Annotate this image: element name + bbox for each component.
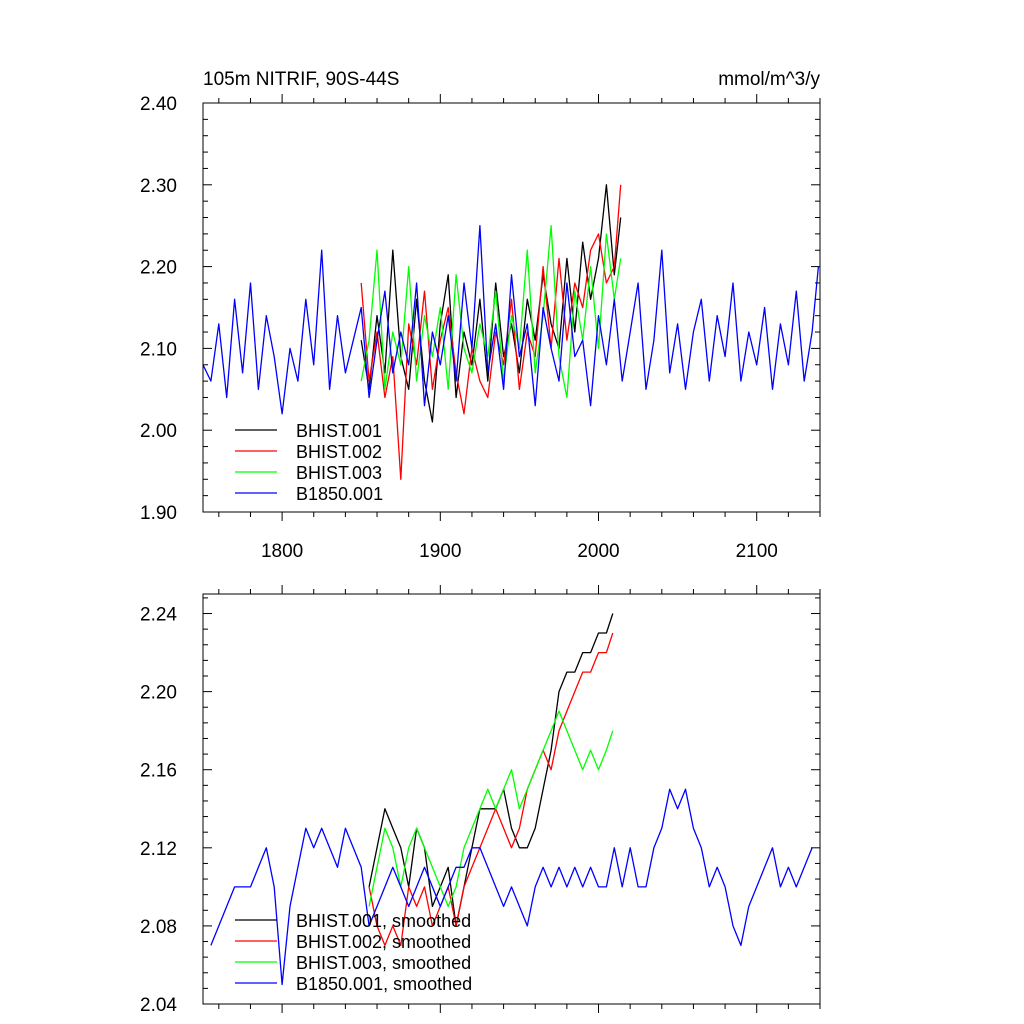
series-line-1 xyxy=(368,632,614,947)
y-tick-label: 2.20 xyxy=(140,258,177,279)
x-tick-label: 2000 xyxy=(577,541,619,562)
series-line-2 xyxy=(368,710,614,908)
legend-label: B1850.001 xyxy=(296,484,383,504)
plot-frame xyxy=(202,593,821,1005)
y-tick-label: 2.10 xyxy=(140,339,177,360)
y-tick-label: 2.16 xyxy=(140,761,177,782)
legend-label: BHIST.003 xyxy=(296,463,382,483)
y-tick-label: 2.24 xyxy=(140,605,177,626)
plot-frame xyxy=(202,102,821,513)
y-tick-label: 1.90 xyxy=(140,503,177,524)
y-tick-label: 2.20 xyxy=(140,683,177,704)
bottom-chart-panel: 2.04 2.08 2.12 2.16 2.20 2.24 BHIST.001, smoot… xyxy=(140,585,821,1016)
chart-units: mmol/m^3/y xyxy=(718,69,820,90)
y-tick-label: 2.04 xyxy=(140,995,177,1016)
y-tick-label: 2.12 xyxy=(140,839,177,860)
legend-label: BHIST.002 xyxy=(296,442,382,462)
series-line-1 xyxy=(360,184,622,480)
legend-label: B1850.001, smoothed xyxy=(296,974,472,994)
legend-label: BHIST.002, smoothed xyxy=(296,932,471,952)
y-tick-label: 2.00 xyxy=(140,421,177,442)
chart-title: 105m NITRIF, 90S-44S xyxy=(203,69,399,90)
x-tick-label: 1900 xyxy=(419,541,461,562)
y-tick-label: 2.30 xyxy=(140,176,177,197)
x-tick-label: 1800 xyxy=(261,541,303,562)
series-group xyxy=(203,184,820,480)
legend-label: BHIST.003, smoothed xyxy=(296,953,471,973)
y-tick-label: 2.40 xyxy=(140,94,177,115)
series-line-3 xyxy=(210,788,813,986)
x-tick-label: 2100 xyxy=(736,541,778,562)
legend-label: BHIST.001 xyxy=(296,421,382,441)
series-group xyxy=(210,613,813,986)
y-tick-label: 2.08 xyxy=(140,917,177,938)
series-line-0 xyxy=(360,184,622,423)
top-chart-panel: 105m NITRIF, 90S-44S mmol/m^3/y 1.90 2.00… xyxy=(140,69,821,562)
series-line-2 xyxy=(360,225,622,399)
series-line-0 xyxy=(368,613,614,927)
series-line-3 xyxy=(203,225,820,415)
legend-label: BHIST.001, smoothed xyxy=(296,911,471,931)
